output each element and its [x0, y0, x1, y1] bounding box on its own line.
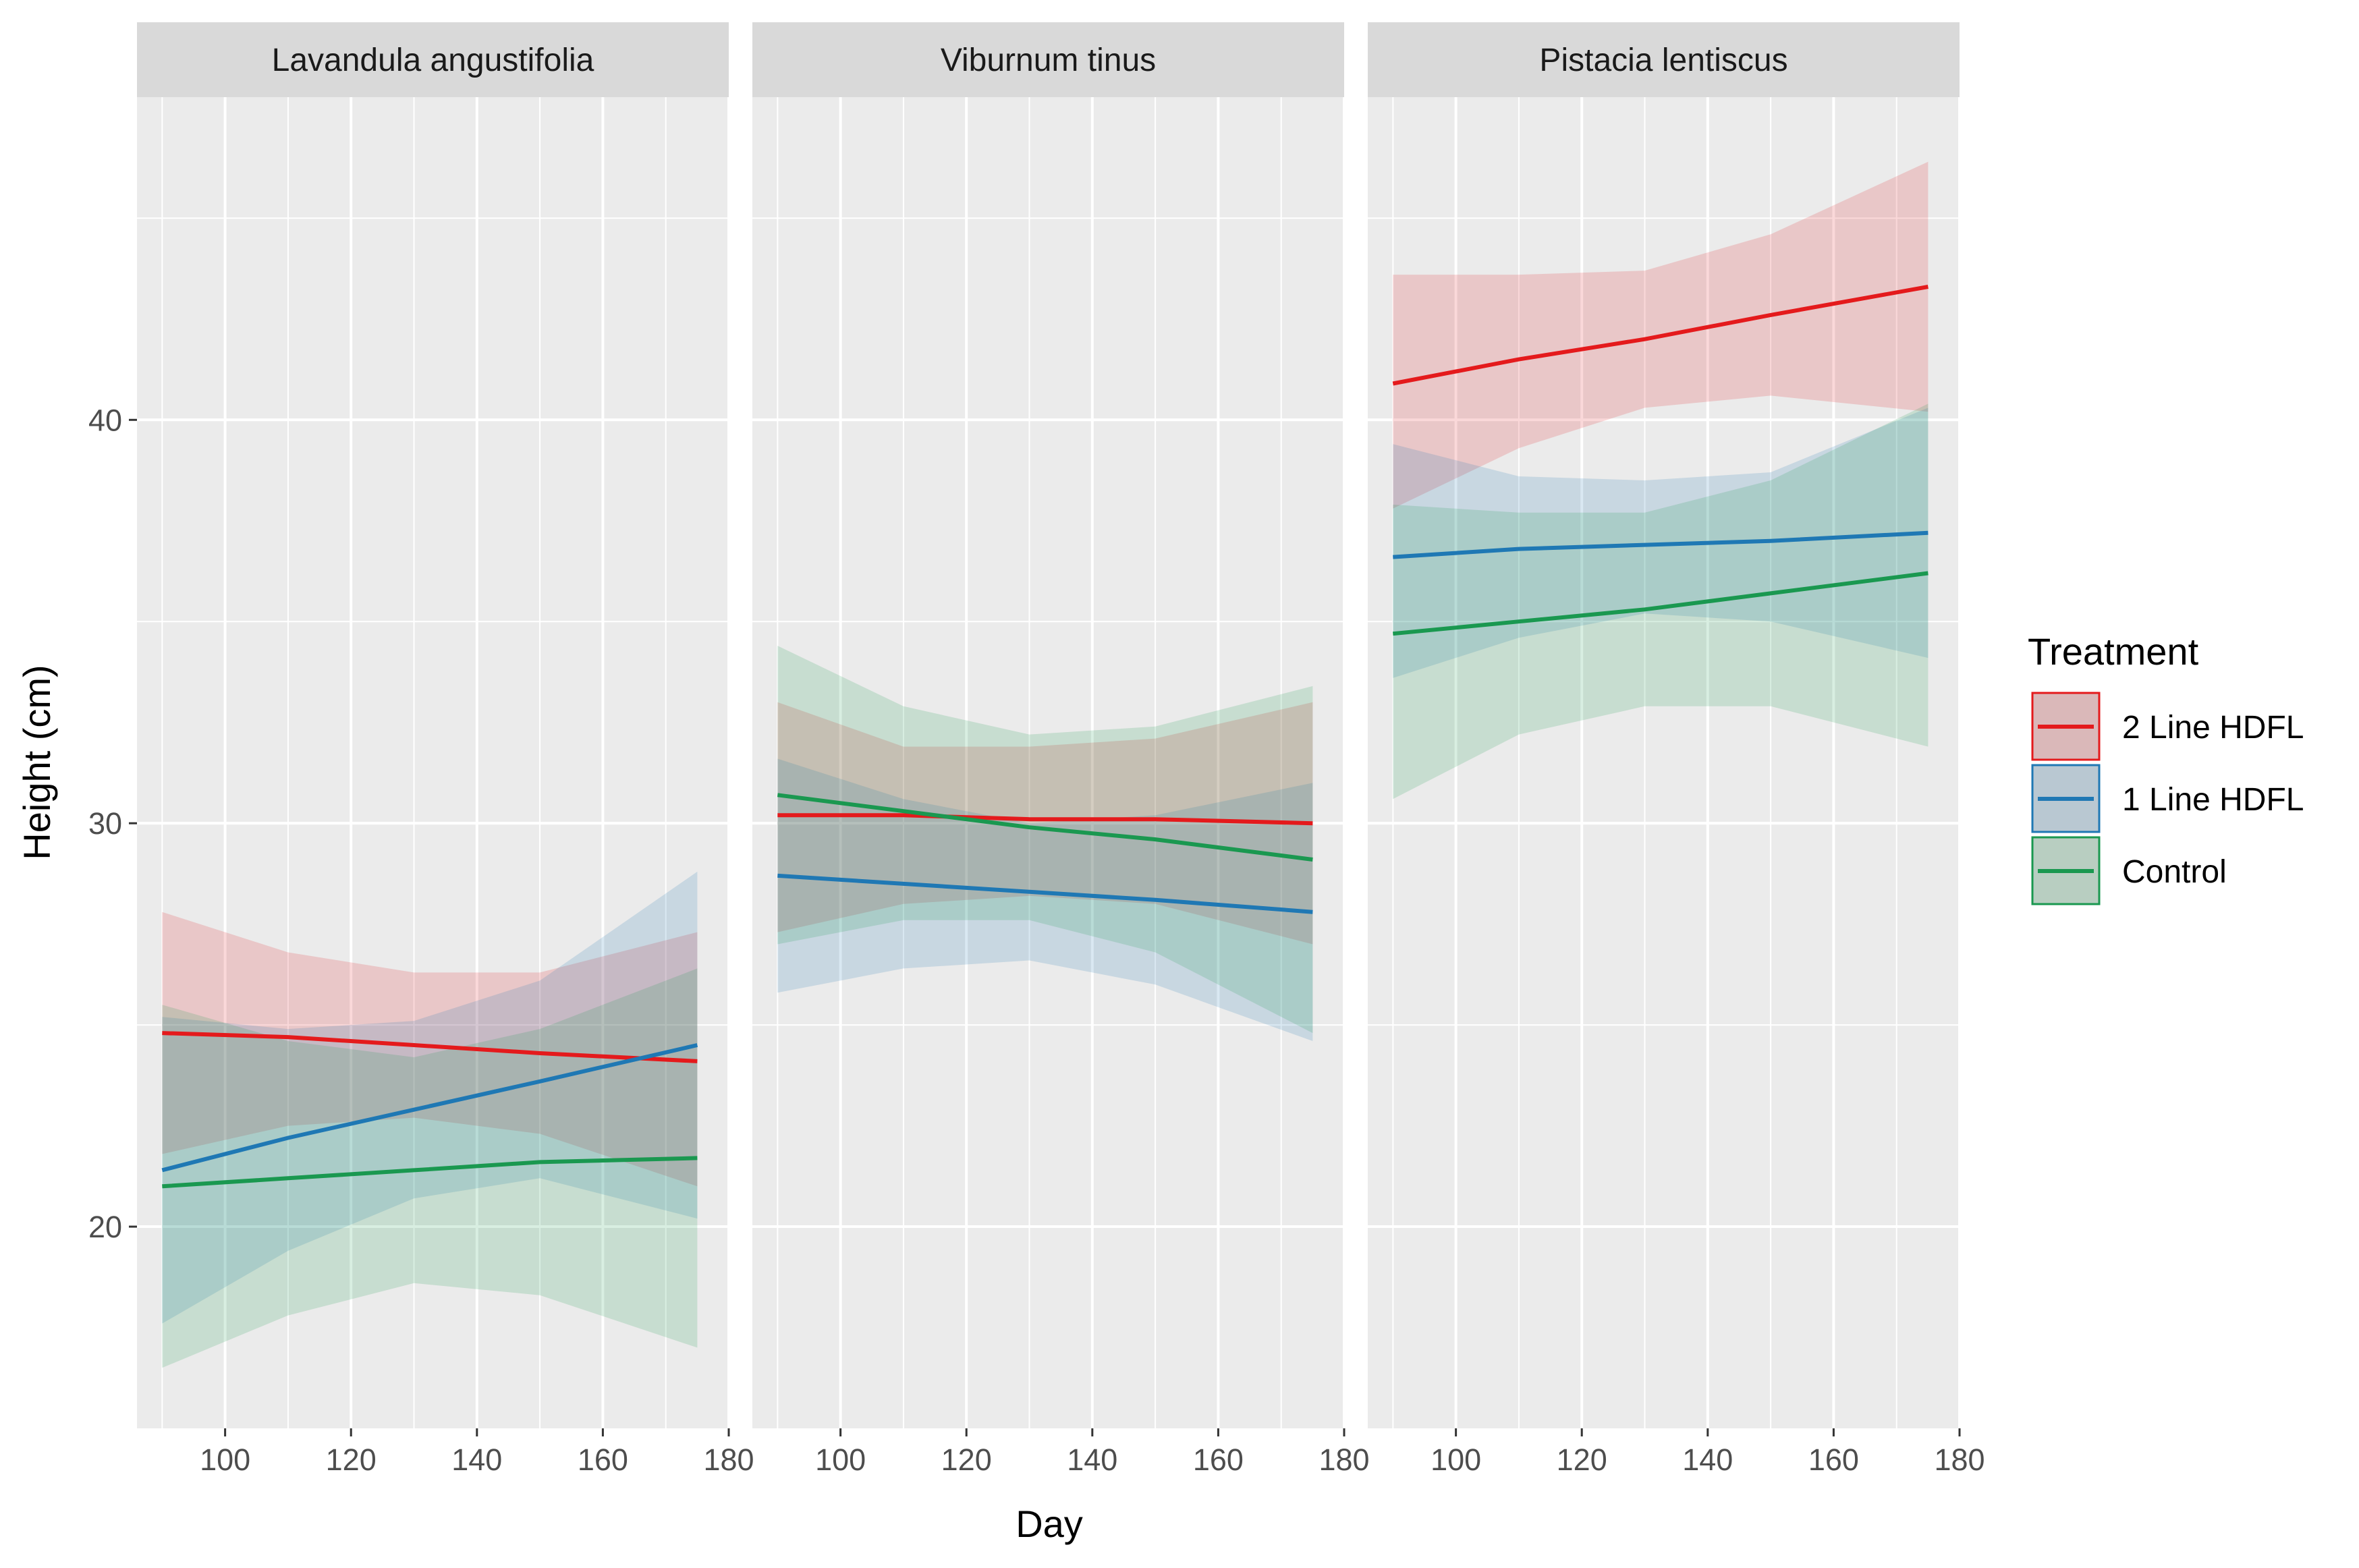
facet-strip-label: Lavandula angustifolia — [272, 43, 594, 78]
x-tick-label: 120 — [326, 1443, 377, 1477]
facet-panel: Lavandula angustifolia — [137, 22, 730, 1428]
x-tick-label: 160 — [1808, 1443, 1859, 1477]
facet-strip — [1368, 22, 1960, 97]
fit-line — [161, 1043, 698, 1173]
legend: Treatment 2 Line HDFL 1 Line HDFL Control — [2028, 630, 2304, 905]
x-tick-label: 180 — [703, 1443, 754, 1477]
confidence-band — [777, 646, 1313, 1034]
x-tick-label: 160 — [1193, 1443, 1244, 1477]
y-axis-title: Height (cm) — [16, 665, 58, 860]
x-tick-label: 120 — [1557, 1443, 1607, 1477]
legend-label: 1 Line HDFL — [2122, 782, 2304, 818]
x-tick-label: 100 — [1431, 1443, 1481, 1477]
fit-line — [162, 1031, 698, 1063]
legend-label: 2 Line HDFL — [2122, 710, 2304, 746]
fit-line — [162, 1156, 698, 1189]
legend-title: Treatment — [2028, 630, 2199, 673]
facet-strip — [137, 22, 729, 97]
facet-panel: Pistacia lentiscus — [1368, 22, 1961, 1428]
legend-item: Control — [2031, 836, 2227, 905]
fit-line — [1392, 285, 1928, 386]
x-tick-label: 140 — [1682, 1443, 1733, 1477]
x-tick-label: 100 — [200, 1443, 250, 1477]
fit-line — [777, 793, 1313, 862]
facet-strip — [752, 22, 1344, 97]
x-axis-title: Day — [1016, 1503, 1083, 1545]
legend-item: 2 Line HDFL — [2031, 692, 2304, 761]
facet-panel: Viburnum tinus — [752, 22, 1345, 1428]
confidence-band — [162, 912, 698, 1187]
x-tick-label: 100 — [815, 1443, 866, 1477]
confidence-band — [162, 871, 698, 1324]
confidence-band — [777, 758, 1313, 1041]
legend-label: Control — [2122, 854, 2227, 890]
x-tick-label: 140 — [451, 1443, 502, 1477]
plot-background — [752, 97, 1344, 1428]
plot-background — [1368, 97, 1960, 1428]
fit-line — [777, 813, 1313, 826]
fit-line — [777, 873, 1313, 914]
fit-line — [1393, 530, 1928, 559]
x-tick-label: 180 — [1934, 1443, 1985, 1477]
facet-strip-label: Pistacia lentiscus — [1539, 43, 1787, 78]
y-tick-label: 30 — [88, 806, 122, 841]
x-tick-label: 140 — [1067, 1443, 1117, 1477]
fit-line — [1393, 571, 1928, 636]
y-tick-label: 40 — [88, 403, 122, 437]
x-tick-label: 120 — [941, 1443, 992, 1477]
x-tick-label: 180 — [1319, 1443, 1369, 1477]
confidence-band — [1393, 403, 1928, 800]
x-tick-label: 160 — [578, 1443, 628, 1477]
y-tick-label: 20 — [88, 1210, 122, 1244]
plot-background — [137, 97, 729, 1428]
facet-strip-label: Viburnum tinus — [941, 43, 1156, 78]
legend-item: 1 Line HDFL — [2031, 764, 2304, 833]
